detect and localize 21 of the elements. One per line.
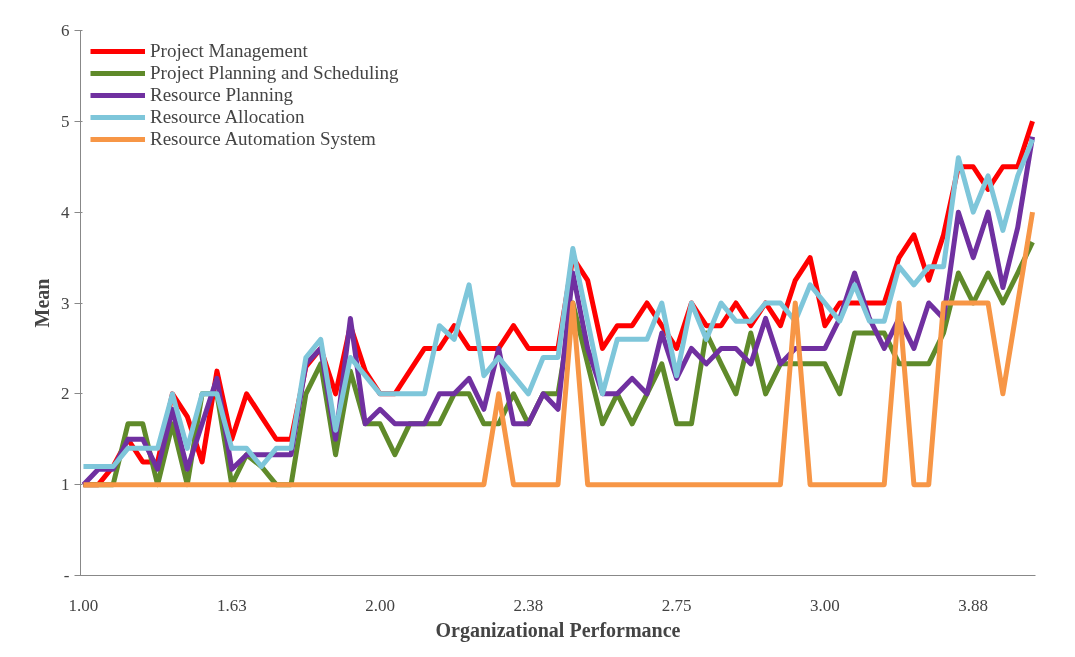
y-tick-label: 5 <box>61 111 70 131</box>
legend-label: Resource Allocation <box>150 106 305 128</box>
x-axis-title: Organizational Performance <box>435 618 681 642</box>
x-tick-label: 1.00 <box>68 595 99 615</box>
x-tick-label: 2.00 <box>365 595 395 615</box>
y-tick-label: 2 <box>61 384 70 404</box>
legend-label: Project Management <box>150 40 308 62</box>
x-tick-label: 3.00 <box>810 595 840 615</box>
y-tick-label: 4 <box>61 202 70 222</box>
y-tick-label: 3 <box>61 293 70 313</box>
y-tick-label: 1 <box>61 475 70 495</box>
y-tick-label: 6 <box>61 21 70 40</box>
legend-label: Resource Automation System <box>150 128 376 150</box>
x-tick-label: 1.63 <box>216 595 247 615</box>
x-tick-label: 3.88 <box>958 595 989 615</box>
x-tick-label: 2.75 <box>661 595 692 615</box>
y-axis-title: Mean <box>31 278 53 328</box>
y-tick-label: - <box>63 566 70 585</box>
x-tick-label: 2.38 <box>513 595 544 615</box>
legend-label: Project Planning and Scheduling <box>150 62 399 84</box>
legend-label: Resource Planning <box>150 84 294 106</box>
